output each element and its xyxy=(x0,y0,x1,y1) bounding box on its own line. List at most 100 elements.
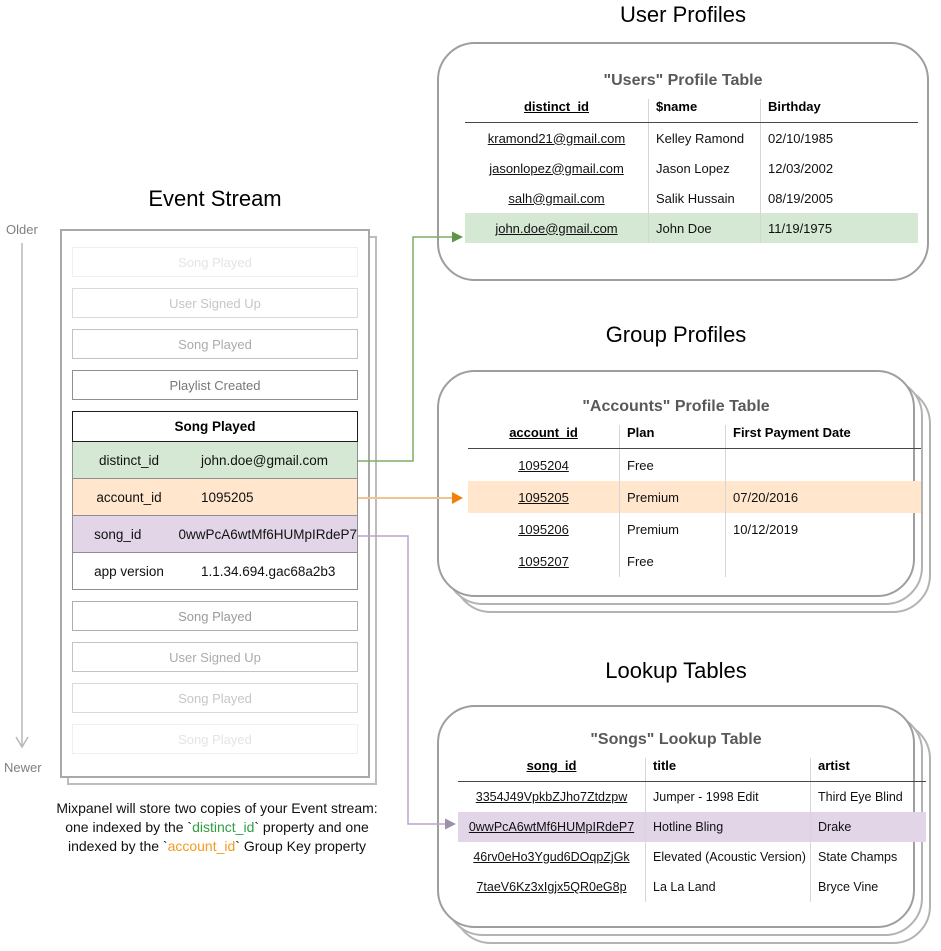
table-row: 7taeV6Kz3xIgjx5QR0eG8p La La Land Bryce Vi… xyxy=(458,872,926,902)
table-cell: Bryce Vine xyxy=(810,872,926,902)
user-profiles-card: "Users" Profile Table distinct_id $name Bi… xyxy=(437,42,929,281)
table-cell: 02/10/1985 xyxy=(760,122,918,153)
table-cell: Free xyxy=(619,448,726,481)
accounts-table-title: "Accounts" Profile Table xyxy=(582,398,770,415)
user-profiles-title: User Profiles xyxy=(620,2,746,27)
column-header: song_id xyxy=(458,758,646,782)
table-cell: 3354J49VpkbZJho7Ztdzpw xyxy=(475,790,628,804)
songs-table: song_id title artist 3354J49VpkbZJho7Ztdzp… xyxy=(458,758,926,902)
table-cell: Free xyxy=(619,545,726,577)
table-cell: 08/19/2005 xyxy=(760,183,918,213)
table-cell: 07/20/2016 xyxy=(725,481,921,513)
lookup-tables-card: "Songs" Lookup Table song_id title artist … xyxy=(437,705,926,928)
table-cell: Drake xyxy=(810,812,926,842)
expanded-event-card: Song Played distinct_id john.doe@gmail.com… xyxy=(72,411,358,590)
table-row: 0wwPcA6wtMf6HUMpIRdeP7 Hotline Bling Drake xyxy=(458,812,926,842)
event-row: Song Played xyxy=(72,683,358,713)
table-cell: 1095205 xyxy=(518,489,569,505)
table-cell: 1095204 xyxy=(518,457,569,473)
users-table-header-row: distinct_id $name Birthday xyxy=(465,99,918,123)
table-cell: La La Land xyxy=(645,872,811,902)
table-cell: jasonlopez@gmail.com xyxy=(489,160,624,176)
event-row: Playlist Created xyxy=(72,370,358,400)
table-cell: Kelley Ramond xyxy=(648,122,761,153)
table-cell: Jason Lopez xyxy=(648,153,761,183)
column-header: distinct_id xyxy=(465,99,649,123)
table-cell: 7taeV6Kz3xIgjx5QR0eG8p xyxy=(476,880,627,894)
column-header: First Payment Date xyxy=(725,425,921,449)
users-table: distinct_id $name Birthday kramond21@gmail… xyxy=(465,99,918,243)
caption-account-id: account_id xyxy=(167,838,236,854)
table-cell: John Doe xyxy=(648,213,761,243)
event-row: User Signed Up xyxy=(72,288,358,318)
table-row: john.doe@gmail.com John Doe 11/19/1975 xyxy=(465,213,918,243)
table-cell: 1095207 xyxy=(518,553,569,569)
accounts-table: account_id Plan First Payment Date 1095204… xyxy=(468,425,921,577)
event-stream-title: Event Stream xyxy=(148,186,282,211)
column-header: artist xyxy=(810,758,926,782)
event-property-row: account_id 1095205 xyxy=(72,479,358,516)
table-cell: kramond21@gmail.com xyxy=(487,130,626,146)
table-cell: 12/03/2002 xyxy=(760,153,918,183)
table-cell: State Champs xyxy=(810,842,926,872)
event-row: Song Played xyxy=(72,329,358,359)
caption-line2-post: ` property and one xyxy=(254,819,369,835)
table-cell: 11/19/1975 xyxy=(760,213,918,243)
event-property-row: distinct_id john.doe@gmail.com xyxy=(72,442,358,479)
newer-label: Newer xyxy=(4,760,42,775)
table-cell: Jumper - 1998 Edit xyxy=(645,781,811,812)
property-value: 1095205 xyxy=(201,489,254,505)
column-header: Birthday xyxy=(760,99,918,123)
older-label: Older xyxy=(6,222,38,237)
table-cell: Premium xyxy=(619,513,726,545)
event-property-row: song_id 0wwPcA6wtMf6HUMpIRdeP7 xyxy=(72,516,358,553)
table-row: 1095204 Free xyxy=(468,448,921,481)
songs-table-header-row: song_id title artist xyxy=(458,758,926,782)
users-table-title: "Users" Profile Table xyxy=(603,72,763,89)
property-value: 1.1.34.694.gac68a2b3 xyxy=(201,563,336,579)
event-row: User Signed Up xyxy=(72,642,358,672)
group-profiles-title: Group Profiles xyxy=(605,322,747,347)
table-row: 1095206 Premium 10/12/2019 xyxy=(468,513,921,545)
table-cell: salh@gmail.com xyxy=(508,190,605,206)
caption: Mixpanel will store two copies of your E… xyxy=(22,799,412,856)
table-row: kramond21@gmail.com Kelley Ramond 02/10/19… xyxy=(465,122,918,153)
group-profiles-card: "Accounts" Profile Table account_id Plan F… xyxy=(437,370,921,597)
property-value: john.doe@gmail.com xyxy=(201,452,329,468)
table-cell: john.doe@gmail.com xyxy=(495,220,618,236)
songs-table-title: "Songs" Lookup Table xyxy=(590,731,762,748)
table-cell: Elevated (Acoustic Version) xyxy=(645,842,811,872)
event-property-row: app version 1.1.34.694.gac68a2b3 xyxy=(72,553,358,590)
table-row: 1095205 Premium 07/20/2016 xyxy=(468,481,921,513)
table-cell: 1095206 xyxy=(518,521,569,537)
table-cell: Third Eye Blind xyxy=(810,781,926,812)
column-header: Plan xyxy=(619,425,726,449)
event-row: Song Played xyxy=(72,247,358,277)
event-stream-panel: Song Played User Signed Up Song Played Play… xyxy=(60,229,370,778)
table-cell: Salik Hussain xyxy=(648,183,761,213)
table-row: 46rv0eHo3Ygud6DOqpZjGk Elevated (Acoustic… xyxy=(458,842,926,872)
caption-line3-pre: indexed by the ` xyxy=(67,838,168,854)
table-cell: 46rv0eHo3Ygud6DOqpZjGk xyxy=(473,850,630,864)
table-cell: Hotline Bling xyxy=(645,812,811,842)
table-cell: Premium xyxy=(619,481,726,513)
caption-line3-post: ` Group Key property xyxy=(235,838,367,854)
table-cell xyxy=(725,448,921,481)
accounts-table-header-row: account_id Plan First Payment Date xyxy=(468,425,921,449)
property-key: app version xyxy=(94,563,164,579)
column-header: account_id xyxy=(468,425,620,449)
timeline-arrowhead-icon xyxy=(15,736,29,749)
property-key: distinct_id xyxy=(98,452,160,468)
column-header: $name xyxy=(648,99,761,123)
expanded-event-title: Song Played xyxy=(72,411,358,442)
lookup-tables-title: Lookup Tables xyxy=(605,658,747,683)
table-row: 3354J49VpkbZJho7Ztdzpw Jumper - 1998 Edit… xyxy=(458,781,926,812)
caption-distinct-id: distinct_id xyxy=(192,819,255,835)
property-key: account_id xyxy=(96,489,162,505)
property-key: song_id xyxy=(94,526,142,542)
column-header: title xyxy=(645,758,811,782)
table-cell: 10/12/2019 xyxy=(725,513,921,545)
table-cell: 0wwPcA6wtMf6HUMpIRdeP7 xyxy=(468,820,635,834)
event-row: Song Played xyxy=(72,601,358,631)
